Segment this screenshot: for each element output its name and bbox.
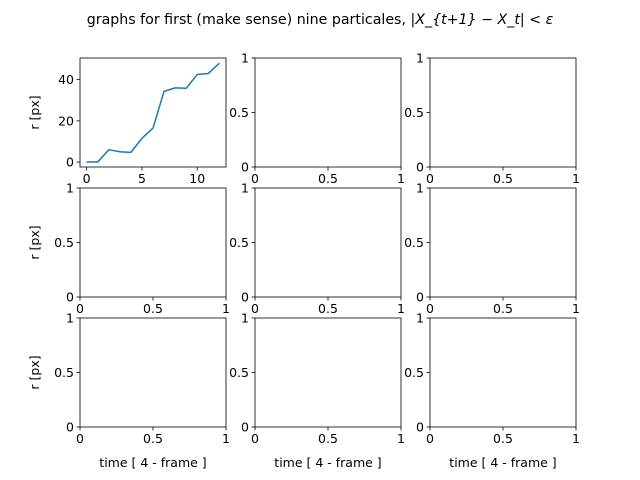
plot-area	[80, 58, 226, 167]
x-tick-label: 0	[251, 431, 259, 446]
axes-frame	[429, 317, 577, 428]
axes-frame	[429, 57, 577, 168]
y-tick-label: 0.5	[54, 365, 74, 380]
plot-area	[430, 188, 576, 297]
x-tick-label: 1	[222, 301, 230, 316]
y-tick-label: 0	[416, 160, 424, 175]
x-tick-label: 0.5	[493, 431, 513, 446]
x-axis-label: time [ 4 - frame ]	[274, 455, 381, 470]
y-tick-label: 0	[241, 420, 249, 435]
x-tick-label: 0	[426, 431, 434, 446]
axes-frame	[254, 57, 402, 168]
x-tick-label: 0	[251, 171, 259, 186]
axes-frame	[254, 317, 402, 428]
subplot-1: 0 5 10 0 20 40 r [px]	[27, 57, 227, 186]
y-tick-label: 1	[241, 311, 249, 326]
x-tick-label: 0.5	[493, 301, 513, 316]
figure-title-text: graphs for first (make sense) nine parti…	[87, 12, 411, 28]
subplot-2: 0 0.5 1 0 0.5 1	[229, 51, 405, 187]
x-tick-label: 1	[572, 301, 580, 316]
subplot-7: 0 0.5 1 0 0.5 1 r [px] time [ 4 - frame ]	[27, 311, 230, 471]
y-tick-label: 0.5	[229, 365, 249, 380]
y-tick-label: 1	[241, 181, 249, 196]
subplot-9: 0 0.5 1 0 0.5 1 time [ 4 - frame ]	[404, 311, 580, 471]
x-tick-label: 1	[397, 301, 405, 316]
plot-area	[255, 188, 401, 297]
plot-area	[80, 318, 226, 427]
axes-frame	[79, 317, 227, 428]
y-tick-label: 0	[241, 160, 249, 175]
axes-frame	[79, 57, 227, 168]
x-tick-label: 0.5	[143, 431, 163, 446]
y-tick-label: 0.5	[404, 235, 424, 250]
x-tick-label: 0	[251, 301, 259, 316]
y-tick-label: 1	[66, 311, 74, 326]
y-tick-label: 0	[66, 155, 74, 170]
x-tick-label: 0	[426, 171, 434, 186]
x-tick-label: 1	[572, 431, 580, 446]
series-line-1	[86, 62, 220, 163]
x-tick-label: 1	[572, 171, 580, 186]
x-tick-label: 0.5	[318, 171, 338, 186]
x-tick-label: 0	[76, 301, 84, 316]
y-tick-label: 0.5	[229, 105, 249, 120]
y-tick-label: 0	[66, 420, 74, 435]
y-tick-label: 40	[58, 72, 74, 87]
subplot-6: 0 0.5 1 0 0.5 1	[404, 181, 580, 317]
x-tick-label: 1	[397, 431, 405, 446]
y-tick-label: 1	[416, 181, 424, 196]
plot-area	[255, 318, 401, 427]
y-tick-label: 1	[241, 51, 249, 66]
plot-area	[80, 188, 226, 297]
x-tick-label: 10	[189, 171, 205, 186]
y-tick-label: 0.5	[404, 105, 424, 120]
figure-title: graphs for first (make sense) nine parti…	[87, 12, 554, 28]
x-tick-label: 0.5	[318, 301, 338, 316]
y-tick-label: 0.5	[54, 235, 74, 250]
x-tick-label: 5	[138, 171, 146, 186]
y-axis-label: r [px]	[27, 355, 42, 389]
plot-area	[430, 58, 576, 167]
x-axis-label: time [ 4 - frame ]	[449, 455, 556, 470]
y-tick-label: 0	[416, 290, 424, 305]
figure-title-math: |X_{t+1} − X_t| < ε	[410, 12, 553, 28]
x-tick-label: 0.5	[143, 301, 163, 316]
x-tick-label: 0.5	[493, 171, 513, 186]
x-tick-label: 0	[426, 301, 434, 316]
x-axis-label: time [ 4 - frame ]	[99, 455, 206, 470]
subplot-5: 0 0.5 1 0 0.5 1	[229, 181, 405, 317]
axes-frame	[429, 187, 577, 298]
y-tick-label: 0	[66, 290, 74, 305]
plot-area	[255, 58, 401, 167]
plot-area	[430, 318, 576, 427]
y-tick-label: 1	[66, 181, 74, 196]
subplot-4: 0 0.5 1 0 0.5 1 r [px]	[27, 181, 230, 317]
x-tick-label: 1	[222, 431, 230, 446]
y-tick-label: 1	[416, 51, 424, 66]
y-axis-label: r [px]	[27, 225, 42, 259]
subplot-3: 0 0.5 1 0 0.5 1	[404, 51, 580, 187]
x-tick-label: 0.5	[318, 431, 338, 446]
axes-frame	[254, 187, 402, 298]
y-tick-label: 0	[416, 420, 424, 435]
y-tick-label: 1	[416, 311, 424, 326]
y-tick-label: 0.5	[229, 235, 249, 250]
y-tick-label: 20	[58, 113, 74, 128]
x-tick-label: 1	[397, 171, 405, 186]
y-axis-label: r [px]	[27, 95, 42, 129]
x-tick-label: 0	[83, 171, 91, 186]
x-tick-label: 0	[76, 431, 84, 446]
y-tick-label: 0.5	[404, 365, 424, 380]
subplot-8: 0 0.5 1 0 0.5 1 time [ 4 - frame ]	[229, 311, 405, 471]
y-tick-label: 0	[241, 290, 249, 305]
axes-frame	[79, 187, 227, 298]
